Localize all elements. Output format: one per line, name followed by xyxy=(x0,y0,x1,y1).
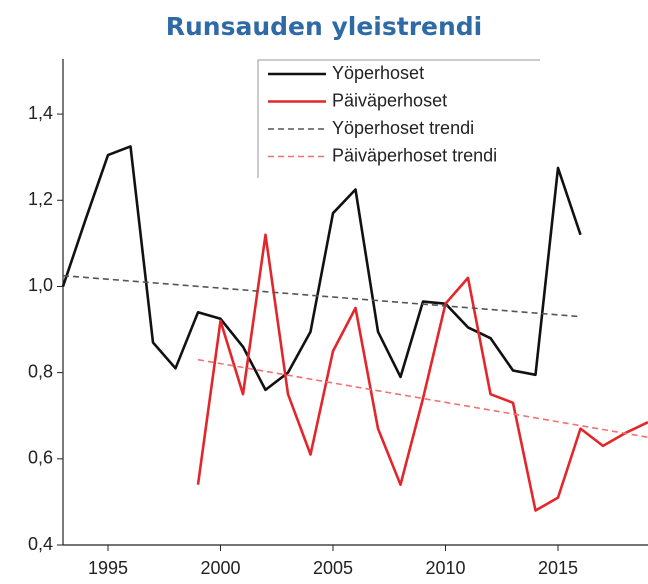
x-tick-label: 1995 xyxy=(88,558,128,578)
legend-label: Päiväperhoset trendi xyxy=(332,145,497,165)
y-tick-label: 1,0 xyxy=(28,275,53,295)
legend-label: Päiväperhoset xyxy=(332,90,447,110)
series-line xyxy=(61,145,582,392)
y-tick-label: 0,4 xyxy=(28,534,53,554)
series-line xyxy=(196,233,648,512)
x-tick-label: 2015 xyxy=(538,558,578,578)
series-line xyxy=(62,274,581,318)
y-tick-label: 1,4 xyxy=(28,103,53,123)
x-tick-label: 2000 xyxy=(200,558,240,578)
chart-title: Runsauden yleistrendi xyxy=(166,12,483,41)
legend-label: Yöperhoset trendi xyxy=(332,118,474,138)
y-tick-label: 0,6 xyxy=(28,448,53,468)
legend-box xyxy=(257,59,540,178)
series-line xyxy=(197,358,648,439)
y-tick-label: 0,8 xyxy=(28,361,53,381)
legend-label: Yöperhoset xyxy=(332,63,424,83)
y-tick-label: 1,2 xyxy=(28,189,53,209)
x-tick-label: 2005 xyxy=(313,558,353,578)
x-tick-label: 2010 xyxy=(425,558,465,578)
